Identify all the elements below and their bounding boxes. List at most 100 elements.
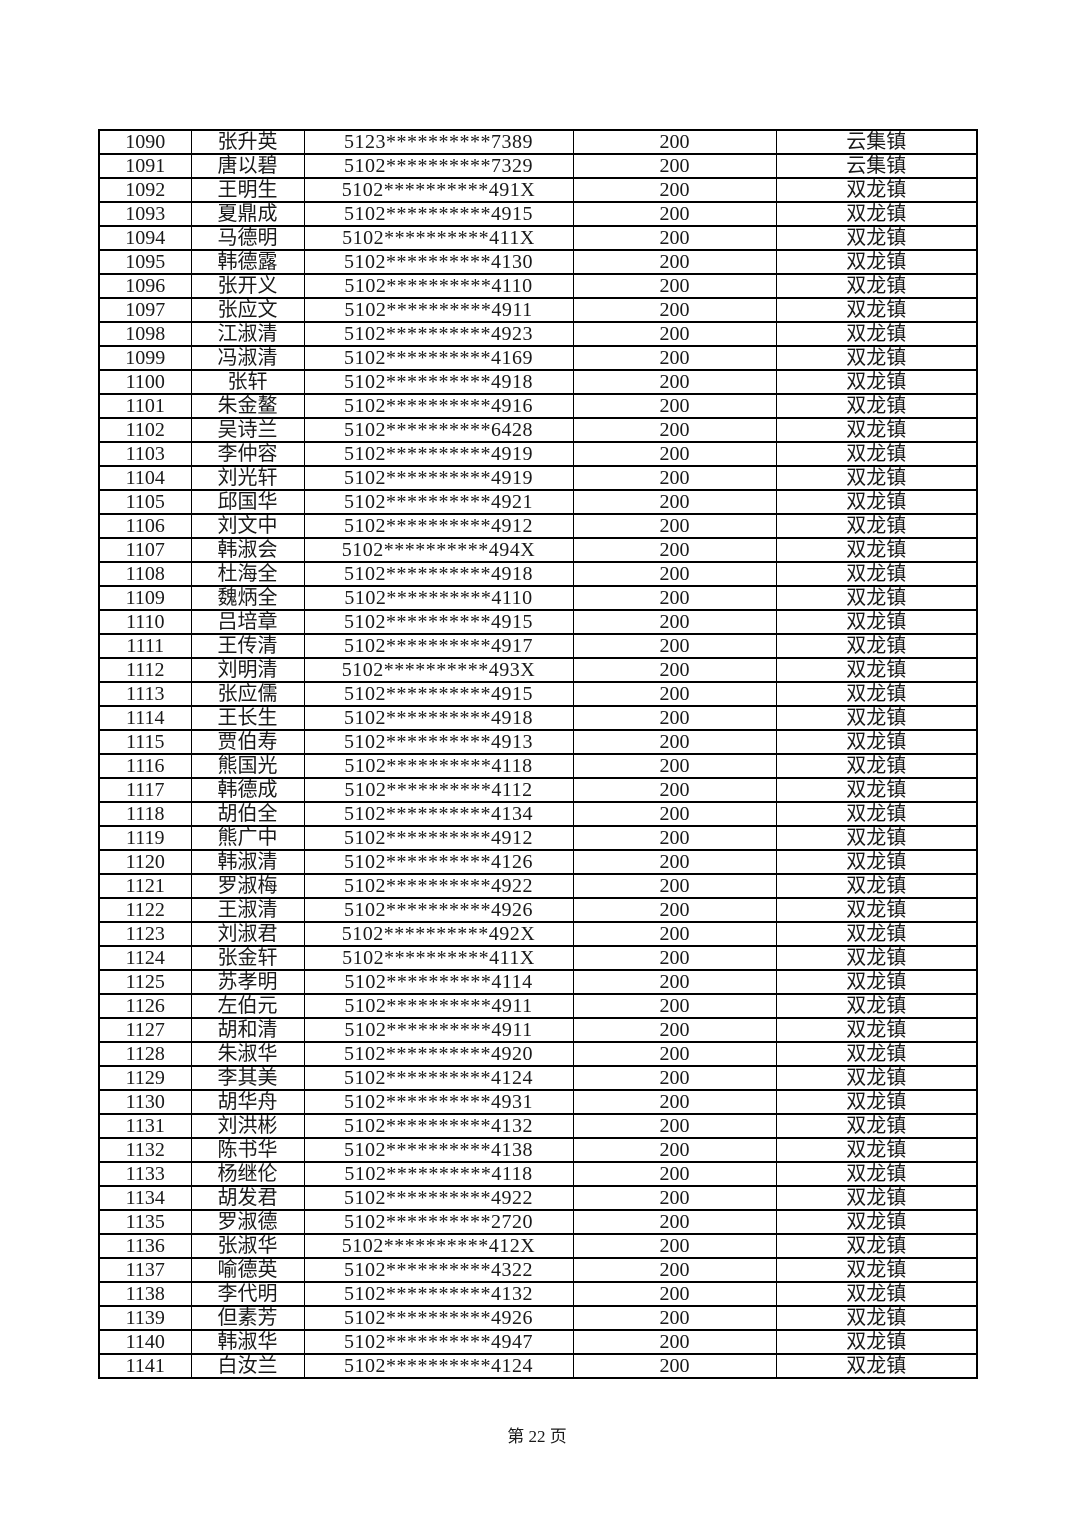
cell-town: 双龙镇 xyxy=(775,609,978,635)
cell-index: 1137 xyxy=(98,1257,192,1283)
cell-index: 1111 xyxy=(98,633,192,659)
cell-town: 双龙镇 xyxy=(775,321,978,347)
cell-index: 1128 xyxy=(98,1041,192,1067)
cell-name: 韩淑清 xyxy=(190,849,305,875)
cell-name: 张淑华 xyxy=(190,1233,305,1259)
cell-amount: 200 xyxy=(572,297,777,323)
cell-id: 5102**********4915 xyxy=(303,201,574,227)
cell-town: 双龙镇 xyxy=(775,1089,978,1115)
cell-id: 5102**********4926 xyxy=(303,897,574,923)
cell-id: 5102**********4915 xyxy=(303,609,574,635)
cell-index: 1090 xyxy=(98,129,192,155)
table-row: 1125 苏孝明 5102**********4114 200 双龙镇 xyxy=(98,969,978,995)
cell-town: 云集镇 xyxy=(775,129,978,155)
table-row: 1129 李其美 5102**********4124 200 双龙镇 xyxy=(98,1065,978,1091)
cell-name: 张升英 xyxy=(190,129,305,155)
cell-amount: 200 xyxy=(572,177,777,203)
cell-amount: 200 xyxy=(572,489,777,515)
cell-index: 1112 xyxy=(98,657,192,683)
cell-town: 双龙镇 xyxy=(775,513,978,539)
cell-amount: 200 xyxy=(572,345,777,371)
cell-amount: 200 xyxy=(572,369,777,395)
table-row: 1109 魏炳全 5102**********4110 200 双龙镇 xyxy=(98,585,978,611)
cell-name: 熊国光 xyxy=(190,753,305,779)
cell-town: 双龙镇 xyxy=(775,297,978,323)
table-row: 1099 冯淑清 5102**********4169 200 双龙镇 xyxy=(98,345,978,371)
cell-town: 双龙镇 xyxy=(775,345,978,371)
table-row: 1115 贾伯寿 5102**********4913 200 双龙镇 xyxy=(98,729,978,755)
cell-id: 5102**********4130 xyxy=(303,249,574,275)
cell-index: 1099 xyxy=(98,345,192,371)
cell-town: 双龙镇 xyxy=(775,1113,978,1139)
cell-town: 双龙镇 xyxy=(775,369,978,395)
cell-index: 1100 xyxy=(98,369,192,395)
cell-name: 白汝兰 xyxy=(190,1353,305,1379)
cell-town: 双龙镇 xyxy=(775,801,978,827)
beneficiary-table: 1090 张升英 5123**********7389 200 云集镇 1091 唐以碧 51… xyxy=(98,129,978,1379)
cell-name: 李代明 xyxy=(190,1281,305,1307)
cell-town: 双龙镇 xyxy=(775,249,978,275)
cell-id: 5102**********4947 xyxy=(303,1329,574,1355)
cell-town: 双龙镇 xyxy=(775,1305,978,1331)
cell-amount: 200 xyxy=(572,1065,777,1091)
table-row: 1091 唐以碧 5102**********7329 200 云集镇 xyxy=(98,153,978,179)
cell-town: 双龙镇 xyxy=(775,441,978,467)
cell-index: 1096 xyxy=(98,273,192,299)
cell-name: 王淑清 xyxy=(190,897,305,923)
cell-town: 双龙镇 xyxy=(775,705,978,731)
cell-town: 双龙镇 xyxy=(775,201,978,227)
table-row: 1139 但素芳 5102**********4926 200 双龙镇 xyxy=(98,1305,978,1331)
cell-town: 双龙镇 xyxy=(775,393,978,419)
cell-name: 刘洪彬 xyxy=(190,1113,305,1139)
cell-name: 刘淑君 xyxy=(190,921,305,947)
cell-id: 5102**********4915 xyxy=(303,681,574,707)
cell-amount: 200 xyxy=(572,873,777,899)
cell-name: 贾伯寿 xyxy=(190,729,305,755)
cell-index: 1098 xyxy=(98,321,192,347)
cell-town: 双龙镇 xyxy=(775,561,978,587)
cell-name: 胡华舟 xyxy=(190,1089,305,1115)
cell-id: 5102**********4110 xyxy=(303,585,574,611)
cell-amount: 200 xyxy=(572,609,777,635)
cell-name: 李仲容 xyxy=(190,441,305,467)
cell-index: 1115 xyxy=(98,729,192,755)
cell-amount: 200 xyxy=(572,945,777,971)
table-row: 1110 吕培章 5102**********4915 200 双龙镇 xyxy=(98,609,978,635)
cell-index: 1118 xyxy=(98,801,192,827)
cell-name: 刘文中 xyxy=(190,513,305,539)
table-row: 1128 朱淑华 5102**********4920 200 双龙镇 xyxy=(98,1041,978,1067)
table-row: 1119 熊广中 5102**********4912 200 双龙镇 xyxy=(98,825,978,851)
cell-amount: 200 xyxy=(572,441,777,467)
cell-id: 5102**********4913 xyxy=(303,729,574,755)
cell-name: 胡发君 xyxy=(190,1185,305,1211)
table-row: 1097 张应文 5102**********4911 200 双龙镇 xyxy=(98,297,978,323)
table-row: 1133 杨继伦 5102**********4118 200 双龙镇 xyxy=(98,1161,978,1187)
cell-amount: 200 xyxy=(572,681,777,707)
cell-index: 1103 xyxy=(98,441,192,467)
cell-town: 双龙镇 xyxy=(775,465,978,491)
cell-id: 5102**********4926 xyxy=(303,1305,574,1331)
cell-name: 王传清 xyxy=(190,633,305,659)
cell-index: 1102 xyxy=(98,417,192,443)
table-row: 1118 胡伯全 5102**********4134 200 双龙镇 xyxy=(98,801,978,827)
cell-id: 5102**********4918 xyxy=(303,705,574,731)
cell-town: 双龙镇 xyxy=(775,849,978,875)
cell-index: 1125 xyxy=(98,969,192,995)
cell-amount: 200 xyxy=(572,1137,777,1163)
table-row: 1102 吴诗兰 5102**********6428 200 双龙镇 xyxy=(98,417,978,443)
cell-amount: 200 xyxy=(572,825,777,851)
cell-index: 1135 xyxy=(98,1209,192,1235)
cell-id: 5102**********4132 xyxy=(303,1281,574,1307)
cell-id: 5102**********4124 xyxy=(303,1353,574,1379)
cell-id: 5102**********4919 xyxy=(303,465,574,491)
cell-town: 双龙镇 xyxy=(775,1233,978,1259)
cell-town: 双龙镇 xyxy=(775,417,978,443)
cell-id: 5102**********411X xyxy=(303,225,574,251)
cell-id: 5102**********4921 xyxy=(303,489,574,515)
cell-name: 张轩 xyxy=(190,369,305,395)
cell-town: 双龙镇 xyxy=(775,1185,978,1211)
cell-index: 1093 xyxy=(98,201,192,227)
cell-town: 双龙镇 xyxy=(775,225,978,251)
cell-index: 1119 xyxy=(98,825,192,851)
